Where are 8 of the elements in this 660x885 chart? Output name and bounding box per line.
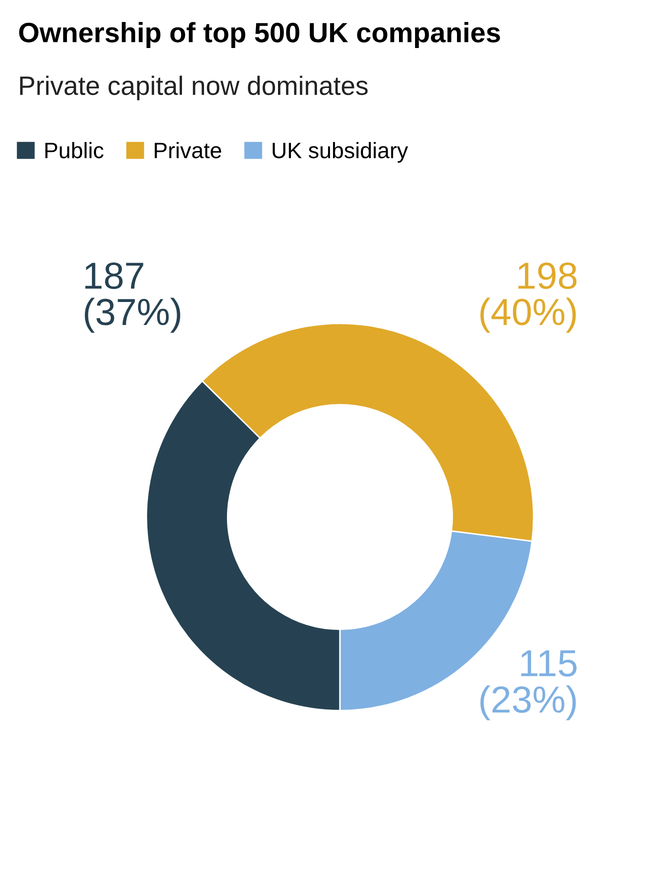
data-label: 198 (40%) [480,262,577,333]
data-label: 187 (37%) [84,262,180,333]
chart-subtitle: Private capital now dominates [20,76,368,100]
chart-title: Ownership of top 500 UK companies [19,22,500,48]
data-label: 115 (23%) [480,650,577,720]
legend-label: Public [45,142,104,158]
legend-label: UK subsidiary [272,142,408,163]
legend-label: Private [154,142,222,158]
